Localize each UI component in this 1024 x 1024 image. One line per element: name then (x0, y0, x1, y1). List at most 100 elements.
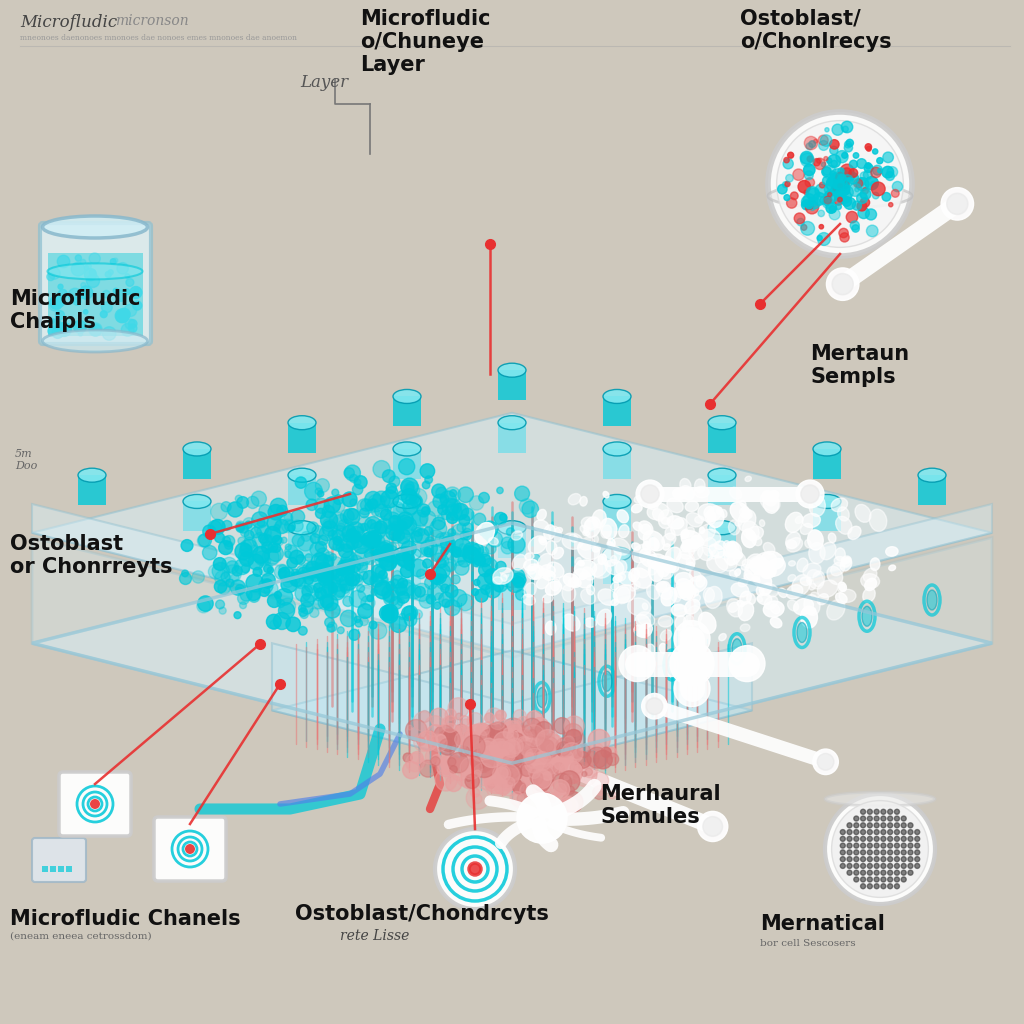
Ellipse shape (680, 541, 695, 559)
Circle shape (854, 877, 859, 882)
Circle shape (867, 884, 872, 889)
Ellipse shape (762, 490, 776, 506)
Circle shape (847, 863, 852, 868)
Circle shape (837, 195, 846, 204)
Circle shape (498, 743, 519, 765)
Ellipse shape (658, 510, 673, 528)
Circle shape (472, 754, 496, 777)
Circle shape (447, 758, 456, 766)
Circle shape (494, 727, 502, 735)
Circle shape (366, 532, 381, 548)
Circle shape (513, 782, 525, 795)
Circle shape (528, 729, 537, 737)
Circle shape (290, 572, 304, 587)
Circle shape (316, 548, 330, 561)
Ellipse shape (665, 527, 675, 540)
Circle shape (608, 792, 616, 799)
Circle shape (414, 543, 428, 557)
Circle shape (362, 531, 377, 547)
Circle shape (881, 843, 886, 848)
Ellipse shape (662, 518, 670, 524)
Circle shape (352, 484, 362, 495)
Circle shape (445, 499, 461, 515)
Ellipse shape (820, 543, 836, 560)
Circle shape (829, 173, 842, 186)
Circle shape (425, 549, 433, 557)
Polygon shape (32, 504, 512, 653)
Circle shape (504, 725, 526, 749)
Circle shape (857, 159, 866, 168)
Circle shape (824, 184, 836, 195)
Circle shape (498, 772, 521, 796)
Circle shape (834, 176, 845, 187)
Circle shape (116, 309, 129, 323)
Circle shape (839, 174, 846, 182)
Circle shape (472, 723, 489, 739)
Ellipse shape (804, 595, 820, 615)
Circle shape (474, 770, 481, 777)
Circle shape (459, 544, 466, 551)
Circle shape (389, 476, 399, 486)
Circle shape (817, 754, 834, 770)
Circle shape (836, 177, 849, 190)
Circle shape (472, 727, 495, 749)
Ellipse shape (617, 510, 629, 523)
Circle shape (836, 179, 842, 185)
Circle shape (642, 693, 668, 719)
Circle shape (399, 613, 406, 620)
Circle shape (540, 743, 556, 760)
Circle shape (836, 180, 842, 186)
Ellipse shape (817, 581, 838, 597)
Bar (48, 253, 143, 336)
Polygon shape (32, 523, 992, 763)
Circle shape (411, 496, 423, 508)
Circle shape (888, 857, 893, 861)
Circle shape (301, 531, 311, 542)
Bar (288, 475, 316, 505)
Circle shape (846, 139, 853, 146)
Circle shape (257, 525, 271, 540)
Circle shape (236, 496, 243, 502)
Circle shape (84, 265, 88, 270)
Circle shape (517, 736, 530, 750)
Bar (813, 502, 841, 531)
Circle shape (73, 297, 81, 305)
Circle shape (560, 751, 573, 764)
Circle shape (243, 518, 255, 530)
Circle shape (472, 763, 495, 785)
Circle shape (212, 562, 229, 580)
Circle shape (606, 748, 616, 758)
Circle shape (341, 539, 354, 552)
Circle shape (548, 751, 565, 768)
Ellipse shape (637, 561, 650, 578)
Ellipse shape (183, 495, 211, 509)
Circle shape (830, 169, 844, 182)
Circle shape (433, 495, 447, 509)
Ellipse shape (643, 530, 665, 551)
Circle shape (793, 169, 804, 180)
Circle shape (776, 121, 903, 248)
Circle shape (510, 725, 525, 740)
Circle shape (404, 561, 415, 570)
Ellipse shape (559, 575, 574, 591)
Circle shape (264, 548, 282, 564)
Circle shape (835, 176, 841, 182)
Circle shape (831, 161, 838, 167)
Circle shape (570, 762, 583, 774)
Circle shape (592, 772, 608, 790)
Circle shape (411, 488, 427, 505)
Circle shape (854, 823, 859, 827)
Circle shape (440, 756, 456, 771)
Ellipse shape (738, 601, 754, 621)
Circle shape (253, 532, 268, 548)
Circle shape (246, 574, 263, 592)
Text: Layer: Layer (300, 74, 348, 91)
Circle shape (456, 726, 463, 734)
Circle shape (54, 297, 65, 307)
Circle shape (333, 568, 346, 582)
Circle shape (534, 774, 550, 792)
Ellipse shape (598, 554, 606, 564)
Circle shape (432, 575, 440, 584)
Ellipse shape (788, 561, 796, 566)
Circle shape (425, 577, 437, 589)
